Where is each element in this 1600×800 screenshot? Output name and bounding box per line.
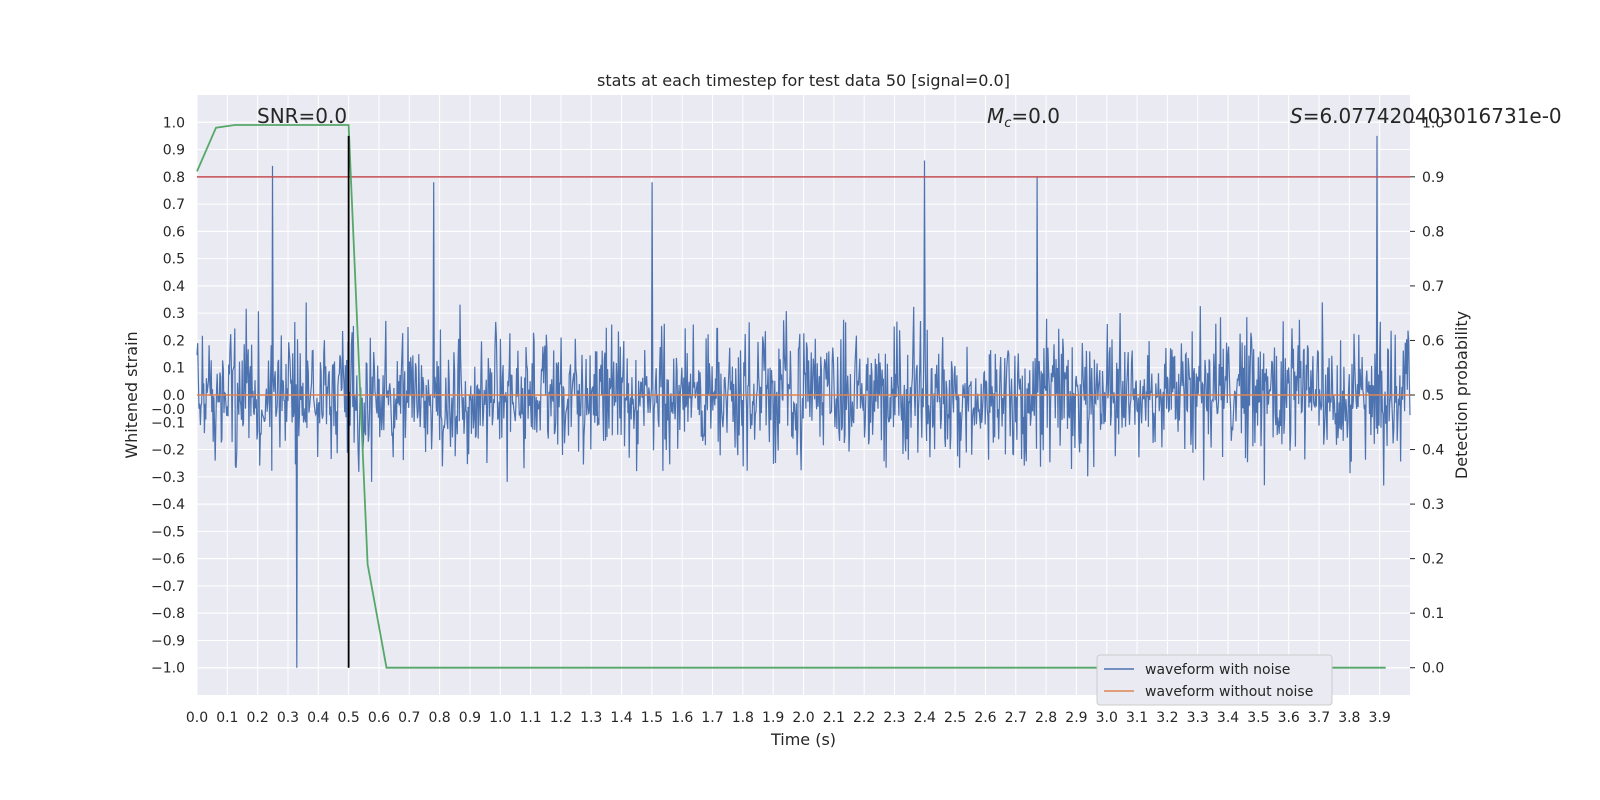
y-tick-label: 0.0 — [163, 388, 185, 404]
mc-annotation: Mc=0.0 — [987, 104, 1060, 131]
y-tick-label: 0.9 — [163, 143, 185, 159]
x-tick-label: 0.8 — [428, 710, 450, 726]
y-tick-label: 0.8 — [163, 170, 185, 186]
y-right-tick-label: 0.0 — [1422, 661, 1444, 677]
x-tick-label: 3.5 — [1247, 710, 1269, 726]
series-layer — [196, 124, 1411, 669]
y-right-tick-label: 0.1 — [1422, 606, 1444, 622]
x-tick-label: 1.0 — [489, 710, 511, 726]
x-tick-label: 2.2 — [853, 710, 875, 726]
y-tick-label: −0.9 — [151, 633, 185, 649]
x-tick-label: 3.6 — [1278, 710, 1300, 726]
s-value: =6.077420403016731e-0 — [1303, 104, 1562, 128]
x-tick-label: 0.9 — [459, 710, 481, 726]
y-tick-label: 0.4 — [163, 279, 185, 295]
x-tick-label: 2.1 — [823, 710, 845, 726]
x-tick-label: 1.8 — [732, 710, 754, 726]
x-tick-label: 2.5 — [944, 710, 966, 726]
y-axis-left: 1.00.90.80.70.60.50.40.30.20.10.0−0.0−0.… — [151, 115, 185, 676]
y-right-tick-label: 0.7 — [1422, 279, 1444, 295]
y-tick-label: 0.5 — [163, 252, 185, 268]
snr-annotation: SNR=0.0 — [257, 104, 347, 128]
x-tick-label: 0.6 — [368, 710, 390, 726]
x-tick-label: 2.8 — [1035, 710, 1057, 726]
y-tick-label: 1.0 — [163, 115, 185, 131]
x-tick-label: 3.1 — [1126, 710, 1148, 726]
y-right-tick-label: 0.8 — [1422, 224, 1444, 240]
y-right-tick-label: 1.0 — [1422, 115, 1444, 131]
legend-entry-waveform-with-noise: waveform with noise — [1145, 662, 1290, 678]
y-tick-label: 0.1 — [163, 361, 185, 377]
legend-entry-waveform-without-noise: waveform without noise — [1145, 684, 1313, 700]
y-tick-label: −0.2 — [151, 443, 185, 459]
y-tick-label: −0.0 — [151, 402, 185, 418]
y-axis-right-label: Detection probability — [1452, 311, 1471, 479]
x-tick-label: 2.6 — [974, 710, 996, 726]
x-tick-label: 1.5 — [641, 710, 663, 726]
x-tick-label: 1.2 — [550, 710, 572, 726]
x-tick-label: 0.3 — [277, 710, 299, 726]
x-tick-label: 1.1 — [519, 710, 541, 726]
y-tick-label: −0.3 — [151, 470, 185, 486]
y-right-tick-label: 0.4 — [1422, 443, 1444, 459]
x-axis-label: Time (s) — [770, 730, 836, 749]
y-right-tick-label: 0.6 — [1422, 333, 1444, 349]
x-tick-label: 3.3 — [1187, 710, 1209, 726]
y-tick-label: 0.3 — [163, 306, 185, 322]
legend: waveform with noise waveform without noi… — [1096, 654, 1333, 706]
y-tick-label: 0.2 — [163, 333, 185, 349]
mc-subscript: c — [1004, 116, 1011, 131]
series-detection-probability — [196, 124, 1386, 669]
x-axis: 0.0 0.1 0.2 0.3 0.4 0.5 0.6 0.7 0.8 0.9 1.0 1.1 1.2 1… — [186, 710, 1391, 726]
x-tick-label: 1.9 — [762, 710, 784, 726]
x-tick-label: 0.5 — [337, 710, 359, 726]
y-tick-label: −1.0 — [151, 661, 185, 677]
y-tick-label: −0.4 — [151, 497, 185, 513]
x-tick-label: 1.4 — [610, 710, 632, 726]
x-tick-label: 1.7 — [701, 710, 723, 726]
y-tick-label: −0.8 — [151, 606, 185, 622]
legend-box — [1096, 654, 1333, 706]
y-tick-label: −0.7 — [151, 579, 185, 595]
y-tick-label: 0.6 — [163, 224, 185, 240]
s-symbol: S — [1290, 104, 1303, 128]
x-tick-label: 3.8 — [1338, 710, 1360, 726]
x-tick-label: 3.4 — [1217, 710, 1239, 726]
x-tick-label: 0.2 — [247, 710, 269, 726]
x-tick-label: 3.0 — [1096, 710, 1118, 726]
y-tick-label: 0.7 — [163, 197, 185, 213]
y-right-tick-label: 0.3 — [1422, 497, 1444, 513]
x-tick-label: 1.6 — [671, 710, 693, 726]
x-tick-label: 3.9 — [1369, 710, 1391, 726]
y-tick-label: −0.5 — [151, 524, 185, 540]
mc-value: =0.0 — [1011, 104, 1060, 128]
y-tick-label: −0.6 — [151, 552, 185, 568]
x-tick-label: 2.0 — [792, 710, 814, 726]
x-tick-label: 2.4 — [914, 710, 936, 726]
y-tick-label: −0.1 — [151, 415, 185, 431]
y-right-tick-label: 0.5 — [1422, 388, 1444, 404]
series-waveform-with-noise — [196, 135, 1411, 668]
x-tick-label: 0.4 — [307, 710, 329, 726]
y-axis-right: 1.0 0.9 0.8 0.7 0.6 0.5 0.4 0.3 0.2 0.1 0.0 — [1410, 115, 1444, 677]
y-right-tick-label: 0.2 — [1422, 552, 1444, 568]
x-tick-label: 1.3 — [580, 710, 602, 726]
s-annotation: S=6.077420403016731e-0 — [1290, 104, 1562, 128]
y-right-tick-label: 0.9 — [1422, 170, 1444, 186]
x-tick-label: 0.0 — [186, 710, 208, 726]
x-tick-label: 3.7 — [1308, 710, 1330, 726]
x-tick-label: 0.1 — [216, 710, 238, 726]
y-axis-label: Whitened strain — [122, 331, 141, 458]
x-tick-label: 2.7 — [1005, 710, 1027, 726]
x-tick-label: 2.3 — [883, 710, 905, 726]
x-tick-label: 0.7 — [398, 710, 420, 726]
chart-title: stats at each timestep for test data 50 … — [597, 71, 1010, 90]
x-tick-label: 2.9 — [1065, 710, 1087, 726]
mc-symbol: M — [987, 104, 1004, 128]
x-tick-label: 3.2 — [1156, 710, 1178, 726]
